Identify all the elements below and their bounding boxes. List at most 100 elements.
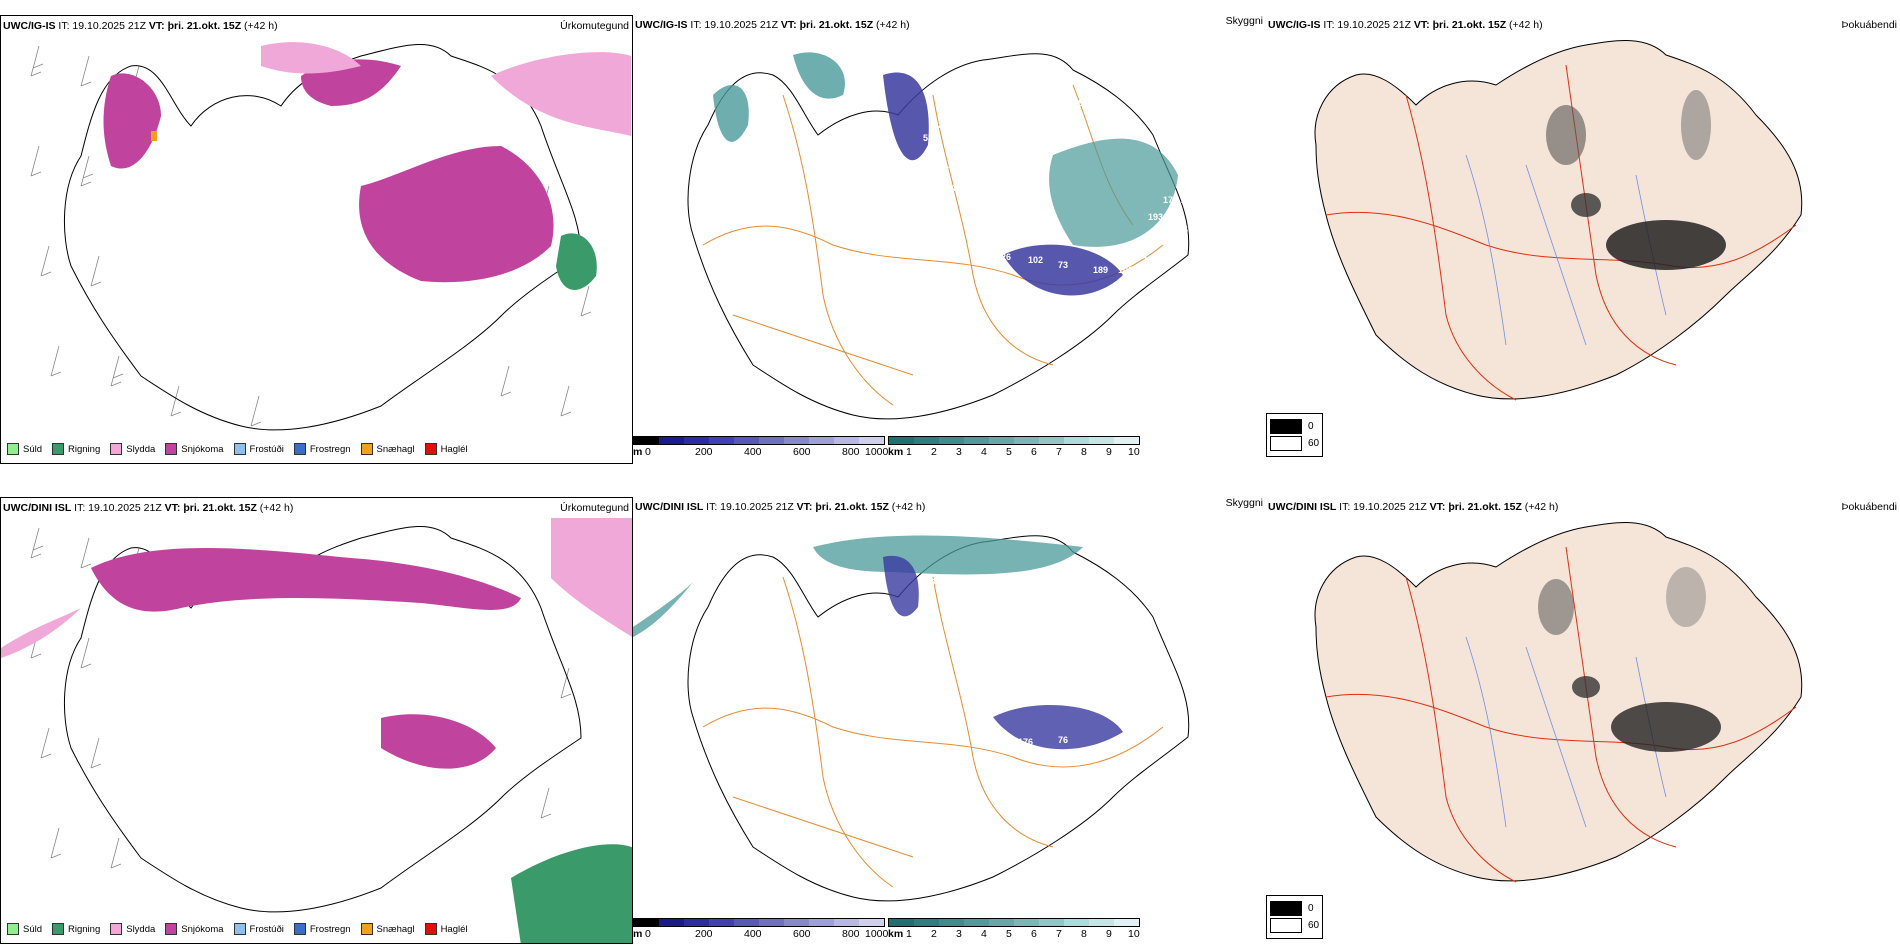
visibility-map-bottom [633,535,1190,902]
visibility-panel-top: UWC/IG-IS IT: 19.10.2025 21Z VT: þri. 21… [633,15,1266,464]
ceiling-label: 102 [1028,255,1044,265]
ceiling-label: 23 [946,195,957,205]
height-tick: 800 [842,446,860,458]
fog-area [1572,676,1600,698]
sleet-area [261,42,361,74]
param-label: Þokuábendi [1841,501,1897,513]
fog-map-bottom [1314,522,1803,883]
rain-area [556,233,597,290]
ceiling-label: 368 [1153,230,1169,240]
height-scale-bar [633,918,885,927]
visibility-scale-bar [888,436,1140,445]
fog-panel-bottom: UWC/DINI ISL IT: 19.10.2025 21Z VT: þri.… [1266,497,1900,944]
vis-tick: 4 [981,446,987,458]
height-unit: m [633,928,643,940]
ceiling-label: 236 [920,577,936,587]
height-tick: 200 [695,928,713,940]
legend-item: Snæhagl [360,443,415,455]
ceiling-label: 357 [1178,225,1194,235]
param-label: Úrkomutegund [560,502,629,514]
low-vis-area [793,52,845,99]
ceiling-label: 61 [1048,575,1059,585]
ceiling-label: 202 [946,723,962,733]
precip-legend: Súld Rigning Slydda Snjókoma Frostúði Fr… [7,923,468,935]
coastline [64,526,582,913]
ceiling-label: 239 [1125,642,1141,652]
height-tick: 400 [744,928,762,940]
height-tick: 400 [744,446,762,458]
precip-type-panel-bottom: UWC/DINI ISL IT: 19.10.2025 21Z VT: þri.… [0,497,633,944]
legend-item: Slydda [110,443,155,455]
legend-item: Haglél [424,923,468,935]
vis-tick: 7 [1056,446,1062,458]
ceiling-label: 76 [1058,735,1069,745]
fog-area [1571,193,1601,217]
panel-header: UWC/DINI ISL IT: 19.10.2025 21Z VT: þri.… [3,502,294,514]
legend-item: Slydda [110,923,155,935]
fog-legend-row: 0 [1270,901,1319,916]
height-unit: m [633,446,643,458]
ceiling-label: 73 [1058,260,1069,270]
param-label: Skyggni [1225,497,1263,509]
visibility-panel-bottom: UWC/DINI ISL IT: 19.10.2025 21Z VT: þri.… [633,497,1266,944]
height-tick: 1000 [865,928,889,940]
snow-area-north [91,548,521,612]
ceiling-label: 15 [963,115,974,125]
fog-legend-row: 0 [1270,419,1319,434]
ceiling-label: 23 [993,727,1004,737]
fog-legend: 0 60 [1266,413,1324,457]
height-tick: 0 [645,928,651,940]
fog-panel-top: UWC/IG-IS IT: 19.10.2025 21Z VT: þri. 21… [1266,15,1900,464]
height-tick: 600 [793,446,811,458]
coastline [687,535,1190,902]
vis-tick: 2 [931,446,937,458]
panel-header: UWC/IG-IS IT: 19.10.2025 21Z VT: þri. 21… [635,19,910,31]
visibility-scale-bar [888,918,1140,927]
vis-tick: 2 [931,928,937,940]
fog-legend-row: 60 [1270,436,1319,451]
low-vis-area [633,582,693,637]
ceiling-label: 24 [946,183,957,193]
ceiling-label: 126 [996,252,1012,262]
fog-area [1606,220,1726,270]
param-label: Skyggni [1225,15,1263,27]
road-network [1325,546,1797,883]
height-tick: 1000 [865,446,889,458]
snow-area-westfjords [103,73,161,169]
fog-legend: 0 60 [1266,895,1324,939]
ceiling-label: 193 [1148,212,1164,222]
sleet-area-w [1,608,81,658]
height-tick: 800 [842,928,860,940]
vis-tick: 5 [1006,928,1012,940]
vis-tick: 10 [1128,928,1140,940]
graupel-area [151,131,157,141]
vis-tick: 5 [1006,446,1012,458]
low-ceiling-area [883,72,929,161]
ceiling-label: 857 [1093,577,1109,587]
sleet-area-ne [491,52,631,136]
vis-tick: 3 [956,446,962,458]
legend-item: Snjókoma [165,443,224,455]
coastline [687,53,1190,420]
fog-legend-row: 60 [1270,918,1319,933]
param-label: Þokuábendi [1841,19,1897,31]
height-tick: 600 [793,928,811,940]
precip-type-panel-top: UWC/IG-IS IT: 19.10.2025 21Z VT: þri. 21… [0,15,633,464]
low-vis-area [713,85,749,142]
snow-area-south [381,714,496,769]
ceiling-label: 36 [1133,577,1144,587]
vis-unit: km [888,446,904,458]
snow-area-east [359,146,554,283]
vis-tick: 8 [1081,928,1087,940]
low-ceiling-area [883,555,919,617]
vis-tick: 1 [906,446,912,458]
legend-item: Snæhagl [360,923,415,935]
legend-item: Súld [7,443,42,455]
panel-header: UWC/DINI ISL IT: 19.10.2025 21Z VT: þri.… [635,501,926,513]
low-vis-area [813,535,1083,575]
fog-area [1546,105,1586,165]
ceiling-label: 59 [1143,620,1154,630]
ceiling-label: 34 [1023,231,1034,241]
vis-unit: km [888,928,904,940]
low-ceiling-area [993,705,1123,750]
